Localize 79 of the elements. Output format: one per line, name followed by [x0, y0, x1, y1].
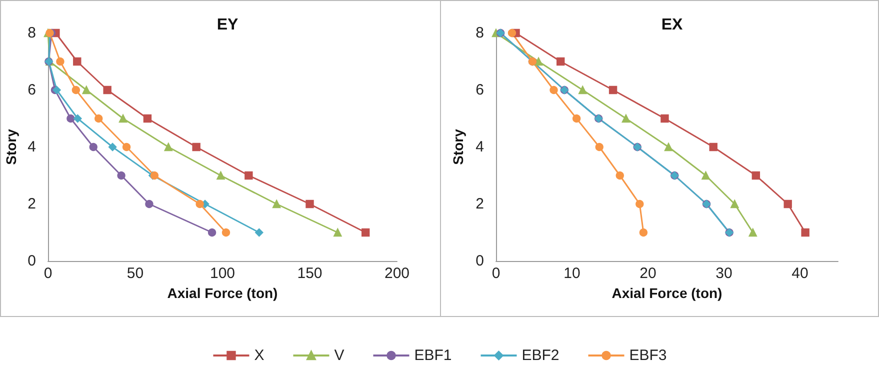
- legend-label: EBF1: [414, 347, 452, 364]
- point: [702, 171, 710, 180]
- point: [752, 171, 760, 180]
- point: [73, 57, 82, 66]
- point: [89, 142, 98, 152]
- legend-label: V: [334, 347, 344, 364]
- point: [508, 28, 516, 38]
- point: [72, 86, 80, 94]
- point: [122, 142, 131, 152]
- x-tick-label: 30: [716, 265, 732, 282]
- point: [748, 228, 757, 237]
- point: [208, 228, 216, 237]
- point: [572, 114, 581, 123]
- point: [216, 171, 225, 180]
- point: [74, 114, 82, 123]
- point: [578, 86, 587, 94]
- point: [222, 228, 230, 237]
- point: [94, 114, 103, 123]
- point: [801, 228, 810, 237]
- x-axis-title: Axial Force (ton): [167, 284, 278, 301]
- point: [636, 200, 644, 208]
- chart-title: EY: [216, 16, 238, 34]
- point: [622, 114, 630, 123]
- y-tick-label: 6: [28, 82, 36, 98]
- point: [784, 200, 792, 208]
- y-tick-label: 2: [476, 196, 484, 212]
- y-axis-title: Story: [450, 128, 466, 165]
- y-tick-label: 0: [476, 252, 484, 270]
- x-tick-label: 10: [564, 265, 580, 282]
- legend-label: EBF2: [522, 347, 560, 364]
- point: [255, 228, 264, 237]
- point: [56, 57, 64, 66]
- point: [730, 200, 739, 208]
- point: [103, 86, 112, 94]
- point: [164, 142, 173, 152]
- x-tick-label: 0: [44, 265, 52, 282]
- point: [550, 86, 558, 94]
- y-tick-label: 2: [28, 196, 36, 212]
- point: [361, 228, 370, 237]
- point: [196, 200, 204, 208]
- x-axis-title: Axial Force (ton): [612, 284, 722, 301]
- point: [664, 142, 673, 152]
- point: [534, 57, 543, 66]
- point: [608, 86, 618, 94]
- point: [334, 228, 342, 237]
- y-tick-label: 6: [476, 82, 484, 98]
- x-tick-label: 0: [492, 265, 500, 282]
- legend-label: X: [254, 347, 264, 364]
- y-tick-label: 8: [28, 24, 36, 42]
- point: [145, 200, 154, 208]
- point: [192, 142, 200, 152]
- x-tick-label: 40: [792, 265, 808, 282]
- point: [660, 114, 669, 123]
- legend-label: EBF3: [629, 347, 667, 364]
- point: [639, 228, 648, 237]
- chart-title: EX: [661, 16, 683, 34]
- y-tick-label: 0: [28, 252, 36, 270]
- point: [66, 114, 75, 123]
- point: [306, 200, 314, 208]
- point: [595, 142, 604, 152]
- y-axis-title: Story: [3, 128, 19, 165]
- point: [556, 57, 565, 66]
- point: [709, 142, 718, 152]
- point: [143, 114, 152, 123]
- point: [616, 171, 624, 180]
- point: [82, 86, 90, 94]
- point: [118, 114, 128, 123]
- point: [272, 200, 281, 208]
- point: [117, 171, 126, 180]
- point: [108, 142, 117, 152]
- y-tick-label: 8: [476, 24, 484, 42]
- x-tick-label: 100: [210, 265, 236, 282]
- point: [244, 171, 253, 180]
- y-tick-label: 4: [28, 138, 36, 156]
- y-tick-label: 4: [476, 138, 484, 156]
- x-tick-label: 20: [640, 265, 656, 282]
- x-tick-label: 50: [126, 265, 144, 282]
- x-tick-label: 150: [297, 265, 322, 282]
- x-tick-label: 200: [384, 265, 410, 282]
